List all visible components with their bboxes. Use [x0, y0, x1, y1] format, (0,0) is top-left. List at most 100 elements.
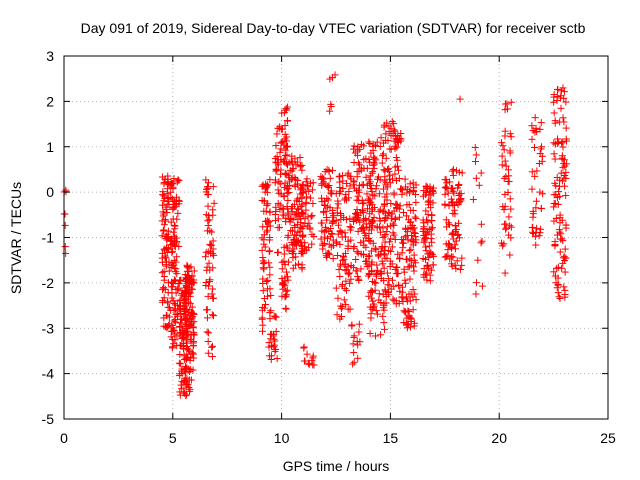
data-point — [420, 271, 428, 279]
data-point — [205, 259, 213, 267]
x-tick-labels: 0 5 10 15 20 25 — [60, 430, 616, 446]
data-point — [280, 280, 288, 288]
data-point — [343, 286, 351, 294]
data-point — [405, 290, 413, 298]
data-point — [560, 253, 568, 261]
data-point — [366, 172, 374, 180]
data-point — [550, 109, 558, 117]
data-point — [371, 192, 379, 200]
data-point — [180, 299, 188, 307]
data-point — [207, 241, 215, 249]
data-point — [471, 157, 479, 165]
data-point — [184, 327, 192, 335]
data-point — [202, 176, 210, 184]
data-point — [186, 292, 194, 300]
data-point — [279, 285, 287, 293]
data-point — [372, 246, 380, 254]
data-point — [382, 292, 390, 300]
data-point — [288, 167, 296, 175]
data-point — [206, 276, 214, 284]
data-point — [391, 127, 399, 135]
data-point — [287, 157, 295, 165]
data-point — [367, 220, 375, 228]
data-point — [505, 213, 513, 221]
data-point — [165, 245, 173, 253]
data-point — [395, 299, 403, 307]
data-point — [402, 279, 410, 287]
data-point — [270, 341, 278, 349]
data-point — [352, 267, 360, 275]
data-point — [162, 311, 170, 319]
data-point — [205, 329, 213, 337]
data-point — [420, 265, 428, 273]
data-point — [304, 359, 312, 367]
data-point — [390, 221, 398, 229]
y-tick-label: -4 — [42, 366, 55, 382]
data-point — [380, 121, 388, 129]
data-point — [429, 184, 437, 192]
data-point — [305, 360, 313, 368]
data-point — [364, 252, 372, 260]
data-point — [367, 226, 375, 234]
data-point — [61, 221, 69, 229]
data-point — [554, 263, 562, 271]
data-point — [404, 307, 412, 315]
data-point — [208, 311, 216, 319]
data-point — [555, 226, 563, 234]
data-point — [450, 189, 458, 197]
data-point — [455, 219, 463, 227]
data-point — [258, 182, 266, 190]
data-point — [373, 310, 381, 318]
data-point — [336, 210, 344, 218]
data-point — [562, 137, 570, 145]
data-point — [379, 207, 387, 215]
data-point — [391, 236, 399, 244]
data-point — [419, 255, 427, 263]
data-point — [379, 150, 387, 158]
data-point — [343, 266, 351, 274]
data-point — [559, 259, 567, 267]
data-point — [171, 336, 179, 344]
data-point — [469, 196, 477, 204]
data-point — [277, 156, 285, 164]
data-point — [410, 267, 418, 275]
data-point — [536, 150, 544, 158]
data-point — [362, 173, 370, 181]
data-point — [281, 135, 289, 143]
data-point — [170, 327, 178, 335]
data-point — [170, 307, 178, 315]
data-point — [532, 197, 540, 205]
data-point — [204, 292, 212, 300]
data-point — [278, 265, 286, 273]
data-point — [406, 275, 414, 283]
data-point — [390, 207, 398, 215]
data-point — [158, 249, 166, 257]
data-point — [285, 247, 293, 255]
data-point — [395, 213, 403, 221]
data-point — [160, 284, 168, 292]
data-point — [384, 183, 392, 191]
data-point — [383, 228, 391, 236]
data-point — [409, 306, 417, 314]
data-point — [185, 365, 193, 373]
data-point — [163, 208, 171, 216]
data-point — [401, 276, 409, 284]
data-point — [412, 296, 420, 304]
data-point — [354, 354, 362, 362]
data-point — [266, 285, 274, 293]
data-point — [336, 272, 344, 280]
data-point — [531, 144, 539, 152]
data-point — [165, 258, 173, 266]
data-point — [346, 279, 354, 287]
data-point — [395, 166, 403, 174]
data-point — [277, 145, 285, 153]
data-point — [390, 297, 398, 305]
data-point — [171, 225, 179, 233]
data-point — [381, 177, 389, 185]
data-point — [391, 215, 399, 223]
data-point — [173, 215, 181, 223]
data-point — [441, 190, 449, 198]
data-point — [349, 145, 357, 153]
data-point — [302, 198, 310, 206]
data-point — [378, 152, 386, 160]
